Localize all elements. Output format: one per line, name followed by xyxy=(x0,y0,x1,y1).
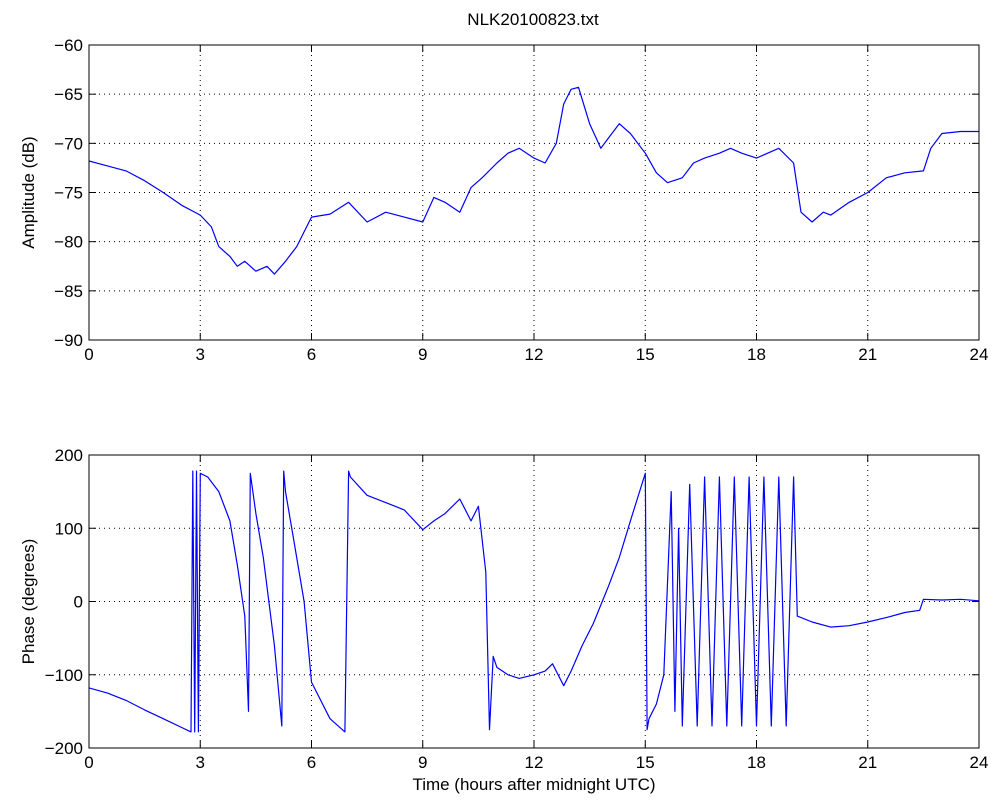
y-tick-label: −90 xyxy=(54,331,83,350)
series-line xyxy=(89,470,979,733)
x-tick-label: 9 xyxy=(418,753,427,772)
x-tick-label: 0 xyxy=(84,753,93,772)
amplitude-axes: 0 3 6 9 12 15 18 21 24 −90 −85 −80 −75 −70 −65 −60 Ampli… xyxy=(19,36,988,364)
y-axis-label: Phase (degrees) xyxy=(19,539,38,665)
y-tick-label: −65 xyxy=(54,85,83,104)
x-axis-label: Time (hours after midnight UTC) xyxy=(412,775,655,794)
series-line xyxy=(89,86,979,275)
chart-title: NLK20100823.txt xyxy=(467,10,599,29)
y-tick-label: 100 xyxy=(55,519,83,538)
y-tick-label: 200 xyxy=(55,446,83,465)
y-tick-label: −200 xyxy=(45,739,83,758)
x-tick-label: 15 xyxy=(636,753,655,772)
y-tick-label: −70 xyxy=(54,134,83,153)
x-tick-label: 12 xyxy=(525,753,544,772)
x-tick-label: 21 xyxy=(858,345,877,364)
x-tick-label: 18 xyxy=(747,345,766,364)
x-tick-label: 18 xyxy=(747,753,766,772)
x-tick-label: 3 xyxy=(196,345,205,364)
x-tick-label: 6 xyxy=(307,753,316,772)
y-tick-label: −75 xyxy=(54,184,83,203)
x-tick-label: 24 xyxy=(970,753,989,772)
x-tick-label: 15 xyxy=(636,345,655,364)
x-tick-label: 24 xyxy=(970,345,989,364)
y-tick-label: −100 xyxy=(45,666,83,685)
x-tick-label: 21 xyxy=(858,753,877,772)
y-tick-label: −85 xyxy=(54,282,83,301)
x-tick-label: 6 xyxy=(307,345,316,364)
y-axis-label: Amplitude (dB) xyxy=(19,136,38,248)
y-tick-label: −80 xyxy=(54,233,83,252)
y-tick-label: 0 xyxy=(74,593,83,612)
phase-axes: 0 3 6 9 12 15 18 21 24 −200 −100 0 100 200 Phase (degr… xyxy=(19,446,988,794)
x-tick-label: 3 xyxy=(196,753,205,772)
y-tick-label: −60 xyxy=(54,36,83,55)
x-tick-label: 12 xyxy=(525,345,544,364)
x-tick-label: 9 xyxy=(418,345,427,364)
x-tick-label: 0 xyxy=(84,345,93,364)
